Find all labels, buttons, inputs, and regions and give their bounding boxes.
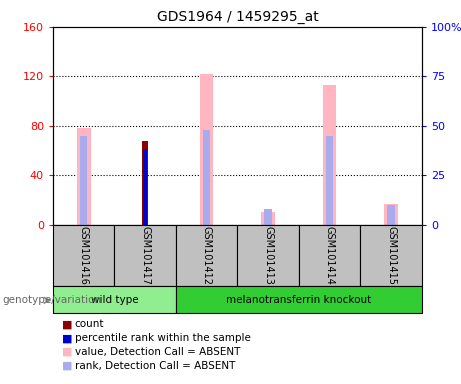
Bar [176,286,422,313]
Text: wild type: wild type [91,295,138,305]
Text: ■: ■ [62,347,73,357]
Text: GSM101415: GSM101415 [386,226,396,285]
Title: GDS1964 / 1459295_at: GDS1964 / 1459295_at [157,10,318,25]
Text: rank, Detection Call = ABSENT: rank, Detection Call = ABSENT [75,361,235,371]
Text: ■: ■ [62,319,73,329]
Text: GSM101414: GSM101414 [325,226,335,285]
Bar [203,130,210,225]
Text: melanotransferrin knockout: melanotransferrin knockout [226,295,372,305]
Bar [326,136,333,225]
Text: count: count [75,319,104,329]
Bar [261,212,275,225]
Bar [77,128,90,225]
Bar [361,225,422,286]
Bar [299,225,361,286]
Bar [237,225,299,286]
Bar [176,225,237,286]
Bar [53,286,176,313]
Bar [114,225,176,286]
Text: GSM101416: GSM101416 [79,226,89,285]
Text: ■: ■ [62,361,73,371]
Text: GSM101413: GSM101413 [263,226,273,285]
Bar [200,74,213,225]
Text: value, Detection Call = ABSENT: value, Detection Call = ABSENT [75,347,240,357]
Bar [143,149,148,225]
Bar [53,225,114,286]
Text: percentile rank within the sample: percentile rank within the sample [75,333,251,343]
Text: GSM101412: GSM101412 [201,226,212,285]
Bar [384,204,398,225]
Bar [387,205,395,225]
Bar [323,85,337,225]
Bar [80,136,88,225]
Text: ■: ■ [62,333,73,343]
Text: GSM101417: GSM101417 [140,226,150,285]
Bar [142,141,148,225]
Bar [265,209,272,225]
Text: genotype/variation: genotype/variation [2,295,101,305]
